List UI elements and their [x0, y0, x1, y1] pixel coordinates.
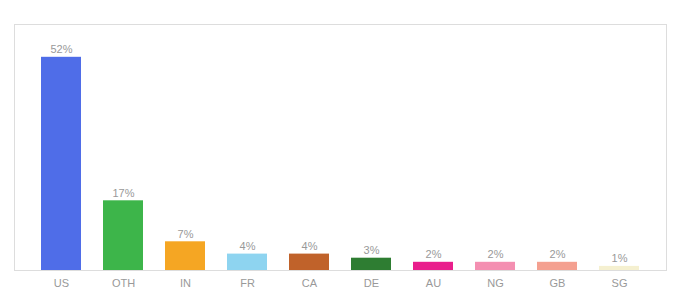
svg-text:1%: 1%	[612, 252, 628, 264]
svg-text:US: US	[54, 277, 69, 289]
svg-text:CA: CA	[302, 277, 318, 289]
svg-text:7%: 7%	[178, 228, 194, 240]
svg-text:52%: 52%	[50, 43, 72, 55]
svg-text:IN: IN	[180, 277, 191, 289]
svg-text:2%: 2%	[550, 248, 566, 260]
svg-text:3%: 3%	[364, 244, 380, 256]
svg-text:4%: 4%	[302, 240, 318, 252]
svg-text:FR: FR	[240, 277, 255, 289]
svg-text:17%: 17%	[112, 187, 134, 199]
svg-text:4%: 4%	[240, 240, 256, 252]
svg-text:2%: 2%	[488, 248, 504, 260]
svg-text:SG: SG	[612, 277, 628, 289]
svg-text:GB: GB	[550, 277, 566, 289]
svg-text:NG: NG	[487, 277, 504, 289]
svg-text:AU: AU	[426, 277, 441, 289]
svg-text:OTH: OTH	[112, 277, 135, 289]
svg-text:DE: DE	[364, 277, 379, 289]
svg-text:2%: 2%	[426, 248, 442, 260]
